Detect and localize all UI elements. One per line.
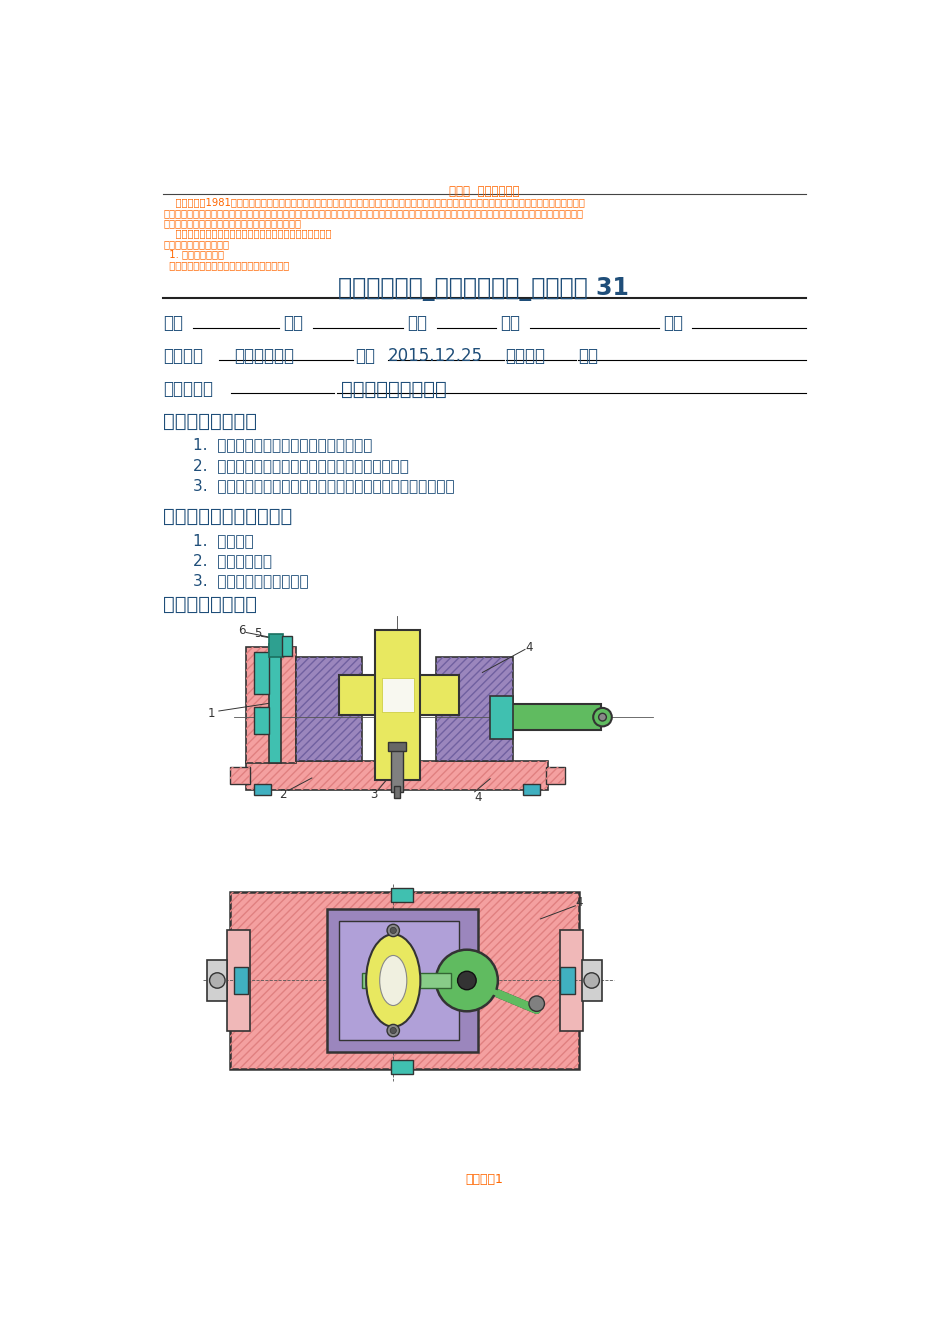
Ellipse shape [379,956,406,1005]
Text: 某机床厂从1981年开始推行目标管理，为了充分发挥各职能部门的作用，充分调动一千多名职能科门人员的积极性，该厂首先对厂部和监视设了目标管: 某机床厂从1981年开始推行目标管理，为了充分发挥各职能部门的作用，充分调动一千… [163,198,584,207]
Bar [512,705,600,730]
Bar [207,960,228,1001]
Text: 案例一  目标管理案例: 案例一 目标管理案例 [448,185,518,198]
Text: 第一阶段：目标制订阶段: 第一阶段：目标制订阶段 [163,239,228,249]
Text: 页脚方案1: 页脚方案1 [464,1173,502,1186]
Text: 日期: 日期 [355,346,375,365]
Circle shape [583,973,598,988]
Bar [546,767,565,783]
Circle shape [210,973,225,988]
Bar [282,636,292,655]
Bar [435,656,513,761]
Bar [546,767,565,783]
Text: 三、【实验原理】: 三、【实验原理】 [163,595,257,614]
Text: 机制: 机制 [499,314,519,333]
Bar [391,746,403,792]
Circle shape [593,707,611,726]
Text: 3.  拆装、调整工具各一套: 3. 拆装、调整工具各一套 [193,574,308,588]
Bar [230,892,579,1070]
Bar [391,888,413,902]
Bar [490,697,513,739]
Bar [245,761,548,790]
Text: 5: 5 [254,627,261,639]
Bar [254,783,271,796]
Text: 理，通过一段时间的试点总结，逐步推广到全厂各车间、工段和班组，多年的实践表明，目标管理改变了企业经营管理，挖掘了企业内部潜力，增强了企业的应: 理，通过一段时间的试点总结，逐步推广到全厂各车间、工段和班组，多年的实践表明，目… [163,207,582,218]
Circle shape [390,1027,396,1034]
Text: 机床夹具拆装与调整: 机床夹具拆装与调整 [341,380,447,398]
Circle shape [387,924,399,937]
Circle shape [457,971,476,989]
Bar [296,656,362,761]
Text: 课程名：: 课程名： [163,346,203,365]
Bar [245,647,296,762]
Circle shape [529,996,544,1011]
Text: 学号: 学号 [283,314,303,333]
Bar [230,767,249,783]
Text: 2: 2 [278,789,286,801]
Text: 3.  掌握夹具与机床连接、定位方法，了解加工前的对刀方法。: 3. 掌握夹具与机床连接、定位方法，了解加工前的对刀方法。 [193,477,454,492]
Text: 1: 1 [207,707,214,719]
Bar [227,931,249,1031]
Text: 4: 4 [525,640,532,654]
Ellipse shape [365,935,420,1027]
Bar [234,967,248,993]
Text: 4: 4 [575,896,582,909]
Text: 姓名: 姓名 [163,314,183,333]
Text: 3: 3 [370,789,378,801]
Text: 专业: 专业 [407,314,427,333]
Bar [254,707,269,734]
Bar [391,1060,413,1074]
Text: 2015.12.25: 2015.12.25 [387,346,482,365]
Text: 荆楚理工学院_机械工程学院_实验报告 31: 荆楚理工学院_机械工程学院_实验报告 31 [338,278,629,301]
Text: 赵瑾: 赵瑾 [577,346,597,365]
Text: 1.  铣床一台: 1. 铣床一台 [193,533,253,548]
Bar [269,644,280,763]
Bar [254,651,269,694]
Text: 6: 6 [238,623,245,636]
Text: 变能力，提高了企业效益，取得了较好的综合劝效。: 变能力，提高了企业效益，取得了较好的综合劝效。 [163,218,301,229]
Bar [269,634,283,656]
Text: 1. 主目标的制订：: 1. 主目标的制订： [163,250,224,259]
Circle shape [598,714,606,721]
Bar [435,656,513,761]
Bar [230,767,249,783]
Bar [523,783,540,796]
Bar [375,630,420,781]
Circle shape [387,1024,399,1036]
Bar [327,909,478,1052]
Bar [339,675,459,715]
Text: 实验题目：: 实验题目： [163,380,212,398]
Text: 机械制造基础: 机械制造基础 [234,346,295,365]
Bar [245,647,296,762]
Bar [581,960,601,1001]
Bar [559,931,582,1031]
Circle shape [435,949,497,1011]
Text: 成绩: 成绩 [663,314,683,333]
Circle shape [390,928,396,933]
Bar [559,967,575,993]
Text: 1.  掌握夹具的组成、结构及各部分的作用: 1. 掌握夹具的组成、结构及各部分的作用 [193,437,372,453]
Text: 一、【目的要求】: 一、【目的要求】 [163,412,257,431]
Text: 4: 4 [474,790,481,804]
Bar [381,678,413,711]
Bar [387,742,406,751]
Text: 指导教师: 指导教师 [505,346,545,365]
Bar [339,921,459,1040]
Text: 2.  理解夹具各部分连接方法，了解夹具的装配过程: 2. 理解夹具各部分连接方法，了解夹具的装配过程 [193,457,408,473]
Bar [394,786,400,798]
Text: 二、【实验仪器与试剂】: 二、【实验仪器与试剂】 [163,507,292,525]
Bar [245,761,548,790]
Text: 该厂通过对需内外市场机床需销售的调查，组: 该厂通过对需内外市场机床需销售的调查，组 [163,259,289,270]
Text: 该项目标管理的意图，该厂是目标管理分为三个阶段进行：: 该项目标管理的意图，该厂是目标管理分为三个阶段进行： [163,229,331,238]
Bar [230,892,579,1070]
Bar [296,656,362,761]
Text: 2.  铣床夹具一套: 2. 铣床夹具一套 [193,554,271,568]
Bar [362,973,451,988]
